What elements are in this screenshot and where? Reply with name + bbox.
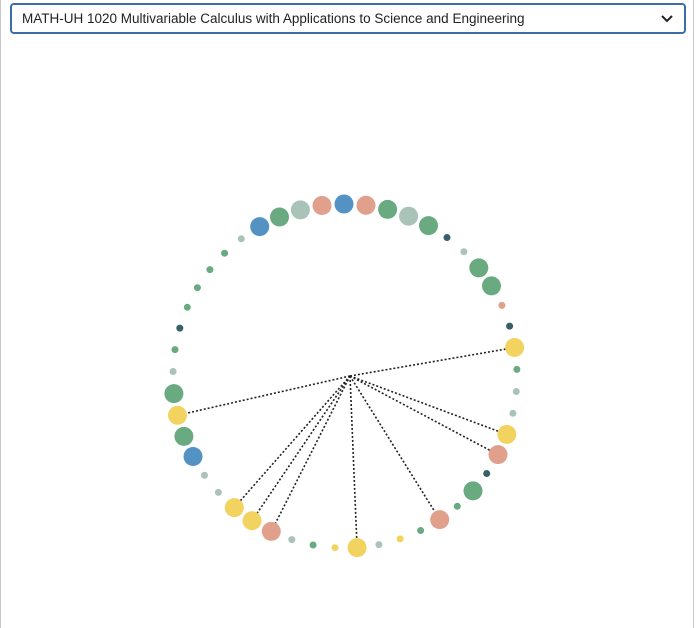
course-node[interactable] (497, 424, 517, 444)
course-node[interactable] (378, 199, 398, 219)
prerequisite-link (349, 375, 441, 521)
course-node[interactable] (174, 426, 194, 446)
course-node[interactable] (334, 194, 354, 214)
course-node[interactable] (261, 521, 281, 541)
course-node[interactable] (288, 536, 296, 544)
course-node[interactable] (430, 510, 450, 530)
course-node[interactable] (270, 207, 289, 227)
course-node[interactable] (206, 266, 214, 274)
course-node[interactable] (396, 535, 404, 543)
course-node[interactable] (347, 538, 367, 558)
course-node[interactable] (488, 445, 508, 465)
course-node[interactable] (506, 322, 514, 330)
course-node[interactable] (375, 541, 383, 549)
course-select[interactable]: MATH-UH 1020 Multivariable Calculus with… (10, 3, 686, 34)
course-node[interactable] (419, 216, 438, 236)
course-node[interactable] (171, 346, 179, 354)
course-node[interactable] (498, 301, 506, 309)
course-node[interactable] (453, 502, 461, 510)
prerequisite-link (251, 375, 351, 522)
course-node[interactable] (193, 284, 201, 292)
course-node[interactable] (290, 200, 310, 220)
course-node[interactable] (250, 217, 270, 237)
course-node[interactable] (221, 249, 229, 257)
course-node[interactable] (164, 384, 184, 404)
prerequisite-link (349, 375, 358, 548)
prerequisite-link (349, 375, 508, 436)
course-node[interactable] (176, 324, 184, 332)
prerequisite-link (349, 346, 515, 377)
course-node[interactable] (483, 470, 491, 477)
course-node[interactable] (237, 235, 245, 243)
course-node[interactable] (309, 541, 317, 549)
course-node[interactable] (183, 447, 203, 466)
course-node[interactable] (482, 276, 501, 296)
course-node[interactable] (505, 338, 525, 357)
prerequisite-link (233, 375, 351, 509)
course-node[interactable] (356, 195, 376, 215)
course-node[interactable] (169, 368, 177, 375)
course-select-value: MATH-UH 1020 Multivariable Calculus with… (22, 11, 525, 26)
course-node[interactable] (201, 471, 208, 479)
prerequisite-link (270, 375, 351, 532)
course-node[interactable] (214, 488, 222, 496)
course-node[interactable] (168, 405, 187, 425)
course-node[interactable] (509, 409, 517, 417)
course-node[interactable] (512, 388, 520, 395)
course-node[interactable] (443, 234, 451, 241)
course-node[interactable] (312, 196, 332, 215)
prerequisite-link (177, 375, 351, 417)
course-node[interactable] (513, 365, 521, 373)
course-node[interactable] (469, 258, 489, 278)
course-node[interactable] (417, 527, 425, 534)
prerequisite-link (349, 375, 499, 456)
course-node[interactable] (463, 481, 483, 501)
link-layer (177, 346, 515, 548)
course-node[interactable] (331, 544, 339, 552)
node-layer (164, 194, 525, 558)
course-node[interactable] (399, 206, 419, 226)
course-node[interactable] (460, 248, 468, 256)
course-network-diagram (164, 194, 525, 558)
course-node[interactable] (224, 498, 244, 518)
course-node[interactable] (242, 511, 262, 531)
course-node[interactable] (183, 303, 191, 311)
chevron-down-icon (660, 12, 674, 26)
